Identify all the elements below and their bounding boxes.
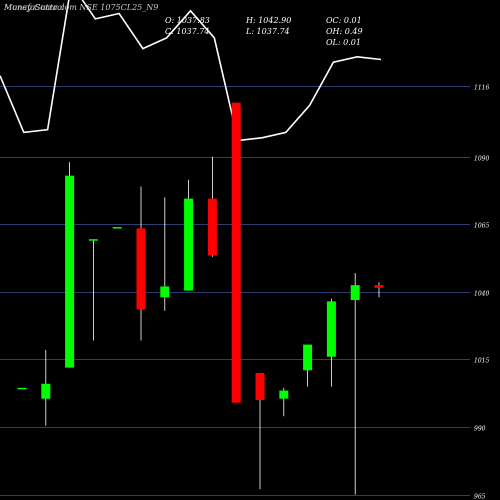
y-tick-label: 1116 <box>474 85 489 92</box>
candle-body-down <box>136 228 146 310</box>
y-tick-label: 990 <box>474 426 486 433</box>
candle-body-up <box>17 387 27 390</box>
candle <box>88 239 98 341</box>
candle-body-down <box>231 102 241 403</box>
candle <box>17 387 27 390</box>
ohlc-oh: OH: 0.49 <box>326 27 363 36</box>
candle-body-up <box>112 227 122 229</box>
candle <box>279 387 289 417</box>
candle <box>350 272 360 495</box>
ohlc-high: H: 1042.90 <box>246 16 292 25</box>
candle-body-up <box>88 239 98 241</box>
y-tick-label: 1015 <box>474 358 489 365</box>
candle-body-down <box>207 198 217 256</box>
candle <box>374 282 384 298</box>
ohlc-close: C: 1037.74 <box>165 27 210 36</box>
candles-layer <box>17 102 384 495</box>
candle <box>184 179 194 291</box>
candle <box>41 350 51 426</box>
candle-body-up <box>326 301 336 357</box>
candle <box>65 162 75 368</box>
candle-body-up <box>184 198 194 291</box>
candle <box>136 186 146 341</box>
line-overlay-layer <box>0 0 382 142</box>
chart-title-main: MunafaSutra.com NSE 1075CL25_N9 <box>4 3 159 12</box>
candle <box>231 102 241 403</box>
candle-body-up <box>41 383 51 399</box>
candle <box>255 372 265 490</box>
y-tick-label: 1065 <box>474 223 489 230</box>
candle <box>303 344 313 387</box>
trend-line <box>0 0 382 142</box>
ohlc-low: L: 1037.74 <box>246 27 290 36</box>
y-tick-label: 1040 <box>474 291 489 298</box>
candle-body-up <box>303 344 313 371</box>
candle-body-up <box>279 390 289 399</box>
y-tick-label: 965 <box>474 494 486 500</box>
candle-body-up <box>160 286 170 298</box>
candle <box>326 298 336 387</box>
candle <box>207 156 217 257</box>
candle <box>112 227 122 229</box>
candle <box>160 197 170 311</box>
candle-body-down <box>374 285 384 288</box>
chart-title-overlap: Money Control <box>4 3 65 12</box>
candle-body-down <box>255 372 265 400</box>
candle-body-up <box>65 175 75 368</box>
ohlc-oc: OC: 0.01 <box>326 16 362 25</box>
y-axis-ticks: 1116 1090 1065 1040 1015 990 965 <box>474 85 489 500</box>
y-tick-label: 1090 <box>474 156 489 163</box>
ohlc-ol: OL: 0.01 <box>326 38 361 47</box>
candle-body-up <box>350 285 360 300</box>
ohlc-open: O: 1037.83 <box>165 16 210 25</box>
